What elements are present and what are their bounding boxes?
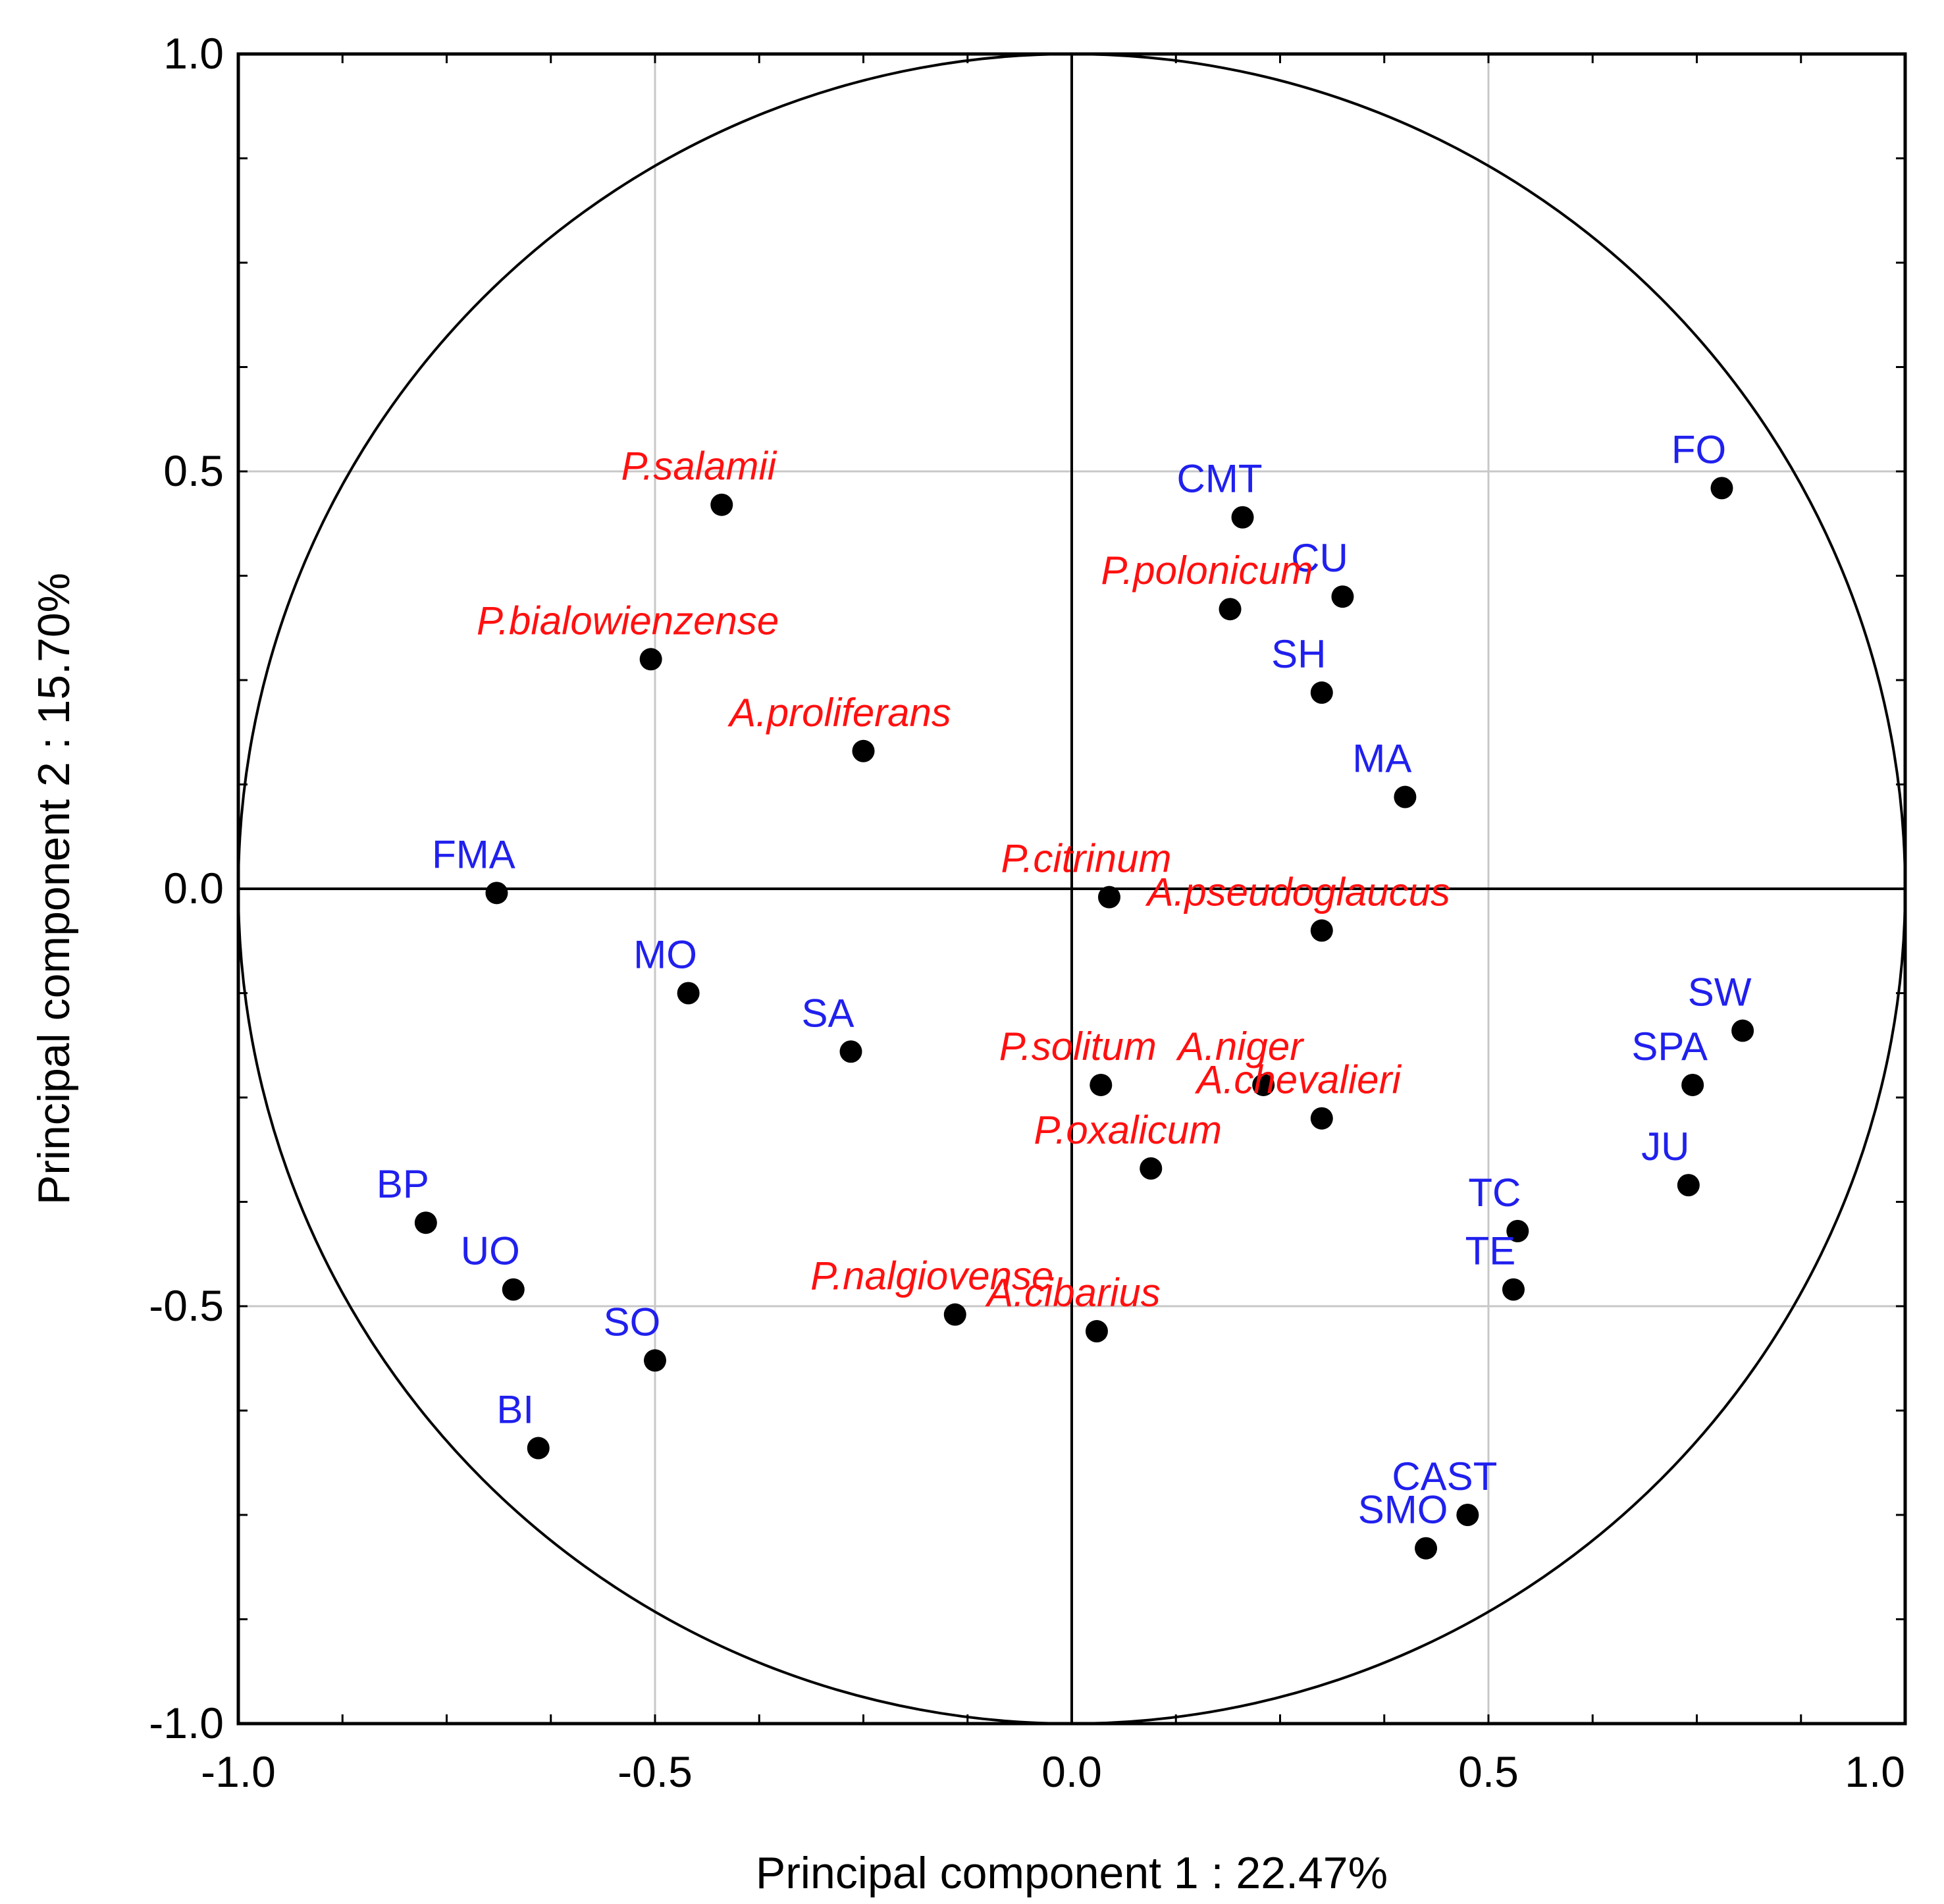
x-tick-label: -1.0 (201, 1747, 276, 1796)
point-label-p-polonicum: P.polonicum (1101, 548, 1313, 593)
data-point-spa (1681, 1073, 1704, 1096)
data-point-cmt (1231, 506, 1254, 529)
point-label-a-cibarius: A.cibarius (985, 1271, 1160, 1315)
point-label-a-chevalieri: A.chevalieri (1195, 1058, 1402, 1102)
point-label-ma: MA (1352, 737, 1411, 781)
y-tick-label: 0.0 (163, 864, 224, 912)
data-point-mo (677, 982, 700, 1005)
point-label-so: SO (604, 1300, 661, 1344)
data-point-cast (1456, 1504, 1479, 1526)
data-point-p-solitum (1090, 1073, 1113, 1096)
data-point-p-nalgiovense (943, 1303, 966, 1326)
point-label-p-nalgiovense: P.nalgiovense (810, 1254, 1053, 1298)
data-point-so (644, 1349, 666, 1372)
point-labels: FO CMT CU SH MA FMA MO SA SW SPA JU TC TE BP UO SO BI CAS… (377, 427, 1752, 1531)
data-point-a-niger (1252, 1073, 1275, 1096)
x-tick-label: 1.0 (1845, 1747, 1905, 1796)
point-label-smo: SMO (1358, 1488, 1448, 1532)
point-label-p-citrinum: P.citrinum (1001, 837, 1171, 881)
data-point-p-citrinum (1097, 886, 1120, 909)
point-label-fo: FO (1671, 427, 1726, 471)
data-point-a-proliferans (852, 739, 875, 762)
data-point-te (1502, 1278, 1525, 1301)
point-label-a-proliferans: A.proliferans (727, 691, 951, 735)
point-label-cmt: CMT (1177, 457, 1263, 501)
data-point-cu (1331, 585, 1354, 608)
data-point-a-cibarius (1085, 1320, 1108, 1343)
point-label-tc: TC (1468, 1171, 1521, 1215)
point-label-a-niger: A.niger (1176, 1024, 1304, 1069)
point-label-p-oxalicum: P.oxalicum (1034, 1108, 1222, 1152)
data-point-ma (1394, 785, 1417, 808)
data-point-fo (1710, 477, 1733, 500)
tick-marks (237, 53, 1906, 1725)
point-label-bi: BI (496, 1388, 534, 1432)
y-tick-label: 1.0 (163, 29, 224, 78)
y-axis-title: Principal component 2 : 15.70% (29, 573, 79, 1205)
data-point-smo (1415, 1537, 1438, 1560)
point-label-sw: SW (1688, 970, 1752, 1015)
point-label-cast: CAST (1392, 1454, 1497, 1498)
data-point-p-polonicum (1219, 598, 1242, 621)
data-point-sa (839, 1040, 862, 1063)
x-tick-label: 0.0 (1041, 1747, 1102, 1796)
data-point-a-pseudoglaucus (1310, 919, 1333, 942)
data-point-tc (1506, 1219, 1529, 1242)
data-point-p-bialowienzense (639, 648, 662, 671)
tick-labels: -1.0 -0.5 0.0 0.5 1.0 -1.0 -0.5 0.0 0.5 1.0 (149, 29, 1905, 1796)
data-point-sw (1731, 1019, 1754, 1042)
point-label-spa: SPA (1631, 1024, 1708, 1069)
y-tick-label: -1.0 (149, 1699, 224, 1747)
point-label-fma: FMA (432, 832, 515, 876)
point-label-bp: BP (377, 1162, 429, 1206)
point-label-ju: JU (1641, 1124, 1689, 1169)
data-point-ju (1677, 1174, 1700, 1197)
point-label-p-bialowienzense: P.bialowienzense (477, 598, 779, 643)
x-tick-label: 0.5 (1458, 1747, 1519, 1796)
data-point-fma (485, 882, 508, 905)
data-point-p-oxalicum (1140, 1157, 1163, 1180)
data-point-uo (502, 1278, 525, 1301)
data-point-a-chevalieri (1310, 1107, 1333, 1130)
point-label-sa: SA (801, 991, 854, 1035)
data-point-bi (527, 1437, 550, 1460)
x-tick-label: -0.5 (617, 1747, 693, 1796)
point-label-mo: MO (633, 933, 697, 977)
data-point-bp (414, 1211, 437, 1234)
point-label-cu: CU (1291, 536, 1348, 580)
data-point-sh (1310, 681, 1333, 704)
point-label-te: TE (1465, 1229, 1516, 1273)
y-tick-label: -0.5 (149, 1281, 224, 1330)
point-label-p-salamii: P.salamii (621, 444, 777, 489)
point-label-a-pseudoglaucus: A.pseudoglaucus (1145, 870, 1450, 914)
point-label-sh: SH (1271, 632, 1326, 676)
y-tick-label: 0.5 (163, 446, 224, 495)
point-label-uo: UO (461, 1229, 520, 1273)
x-axis-title: Principal component 1 : 22.47% (756, 1848, 1388, 1898)
point-label-p-solitum: P.solitum (999, 1024, 1157, 1069)
data-points (414, 477, 1754, 1560)
data-point-p-salamii (710, 493, 733, 516)
